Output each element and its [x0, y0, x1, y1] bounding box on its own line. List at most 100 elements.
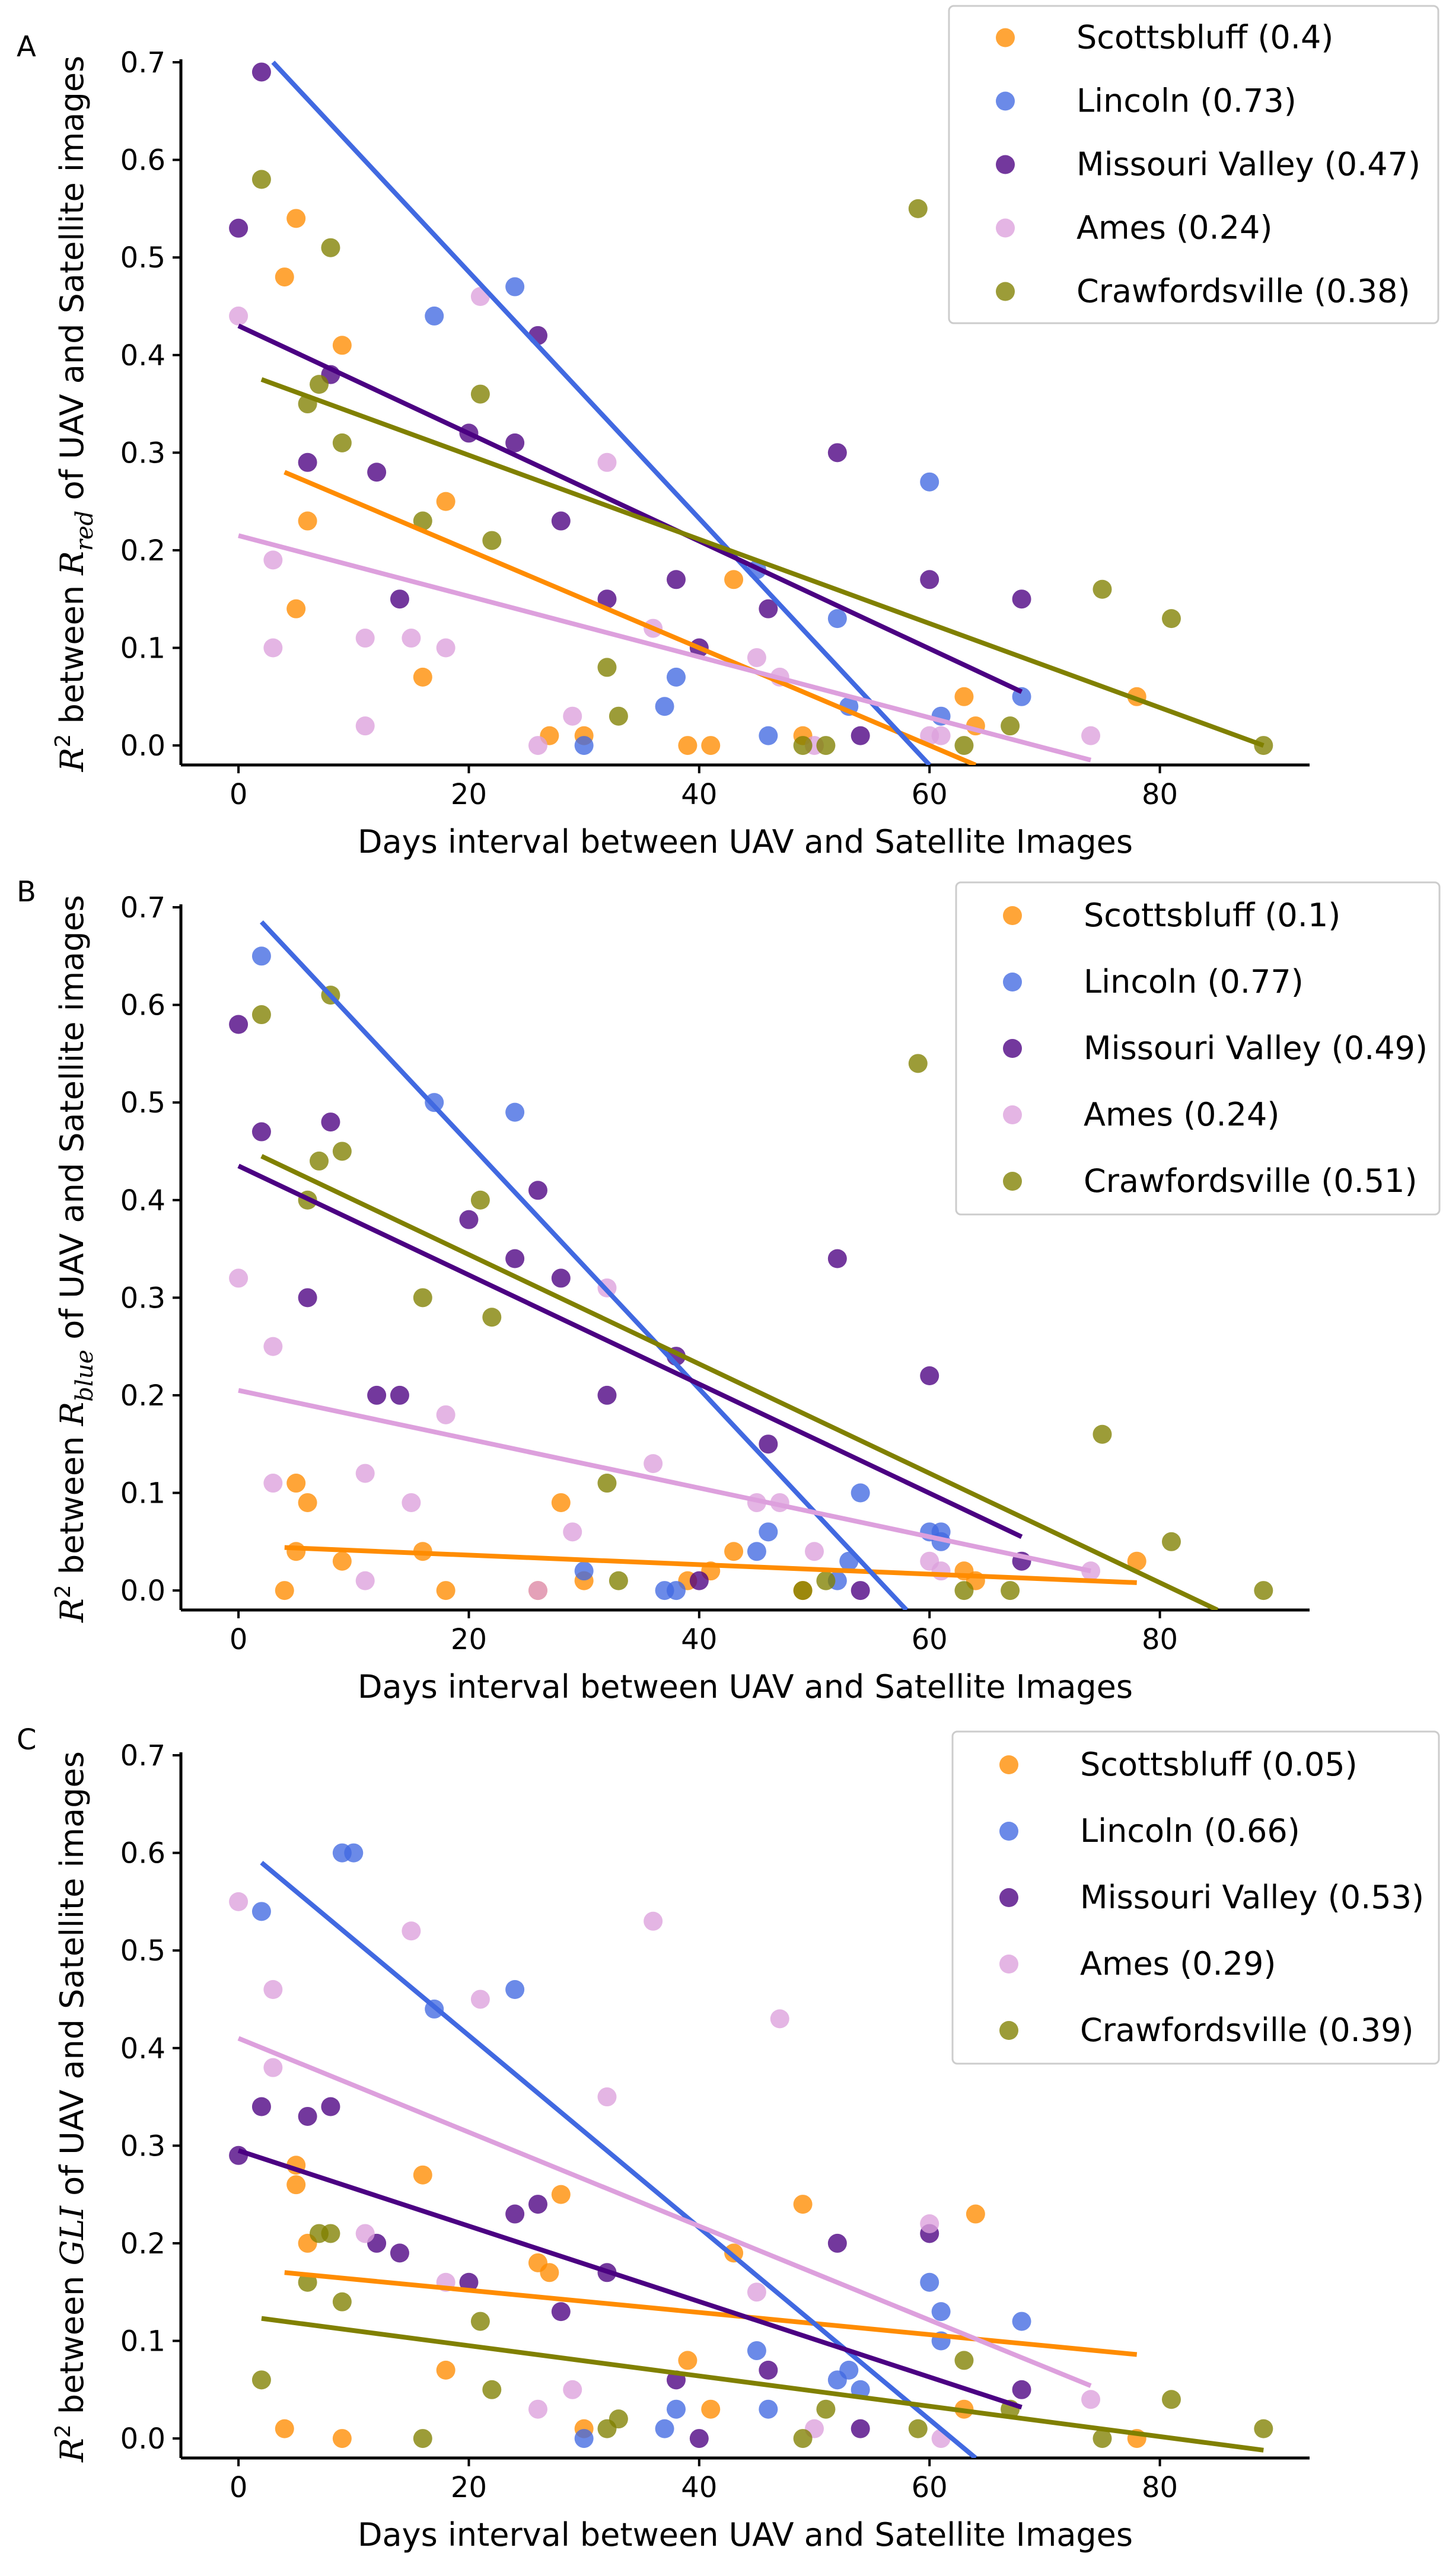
data-point — [229, 1015, 249, 1034]
data-point — [908, 199, 928, 218]
x-tick-label: 20 — [451, 2471, 487, 2504]
data-point — [551, 2302, 571, 2322]
data-point — [563, 1522, 582, 1542]
x-tick-label: 0 — [230, 2471, 248, 2504]
y-axis-label: R2 between Rblue of UAV and Satellite im… — [51, 895, 98, 1623]
data-point — [931, 1561, 951, 1581]
data-point — [551, 511, 571, 531]
data-point — [827, 609, 847, 629]
x-axis-label: Days interval between UAV and Satellite … — [358, 823, 1133, 860]
x-tick-label: 60 — [912, 1623, 948, 1656]
plot-area — [229, 60, 1273, 765]
legend-label: Ames (0.24) — [1084, 1096, 1279, 1133]
data-point — [954, 736, 974, 755]
data-point — [505, 1102, 525, 1122]
data-point — [275, 267, 294, 287]
x-tick-label: 60 — [912, 778, 948, 811]
data-point — [321, 2224, 340, 2243]
data-point — [355, 1571, 375, 1590]
legend-marker — [999, 2021, 1018, 2040]
fit-line — [260, 920, 909, 1610]
y-tick-label: 0.3 — [120, 2129, 165, 2163]
series-1 — [425, 277, 1031, 755]
data-point — [505, 1980, 525, 1999]
fit-line — [284, 470, 977, 765]
data-point — [263, 638, 283, 658]
data-point — [724, 1542, 744, 1561]
legend-label: Ames (0.29) — [1080, 1945, 1276, 1982]
series-1 — [251, 1843, 1031, 2449]
fit-line — [271, 60, 932, 765]
data-point — [793, 2195, 813, 2214]
series-4 — [251, 986, 1273, 1601]
y-axis-label: R2 between GLI of UAV and Satellite imag… — [51, 1751, 91, 2463]
data-point — [1001, 716, 1020, 736]
data-point — [747, 1542, 766, 1561]
data-point — [931, 2302, 951, 2322]
y-tick-label: 0.4 — [120, 2032, 165, 2065]
legend-marker — [1003, 1105, 1022, 1124]
data-point — [298, 1288, 317, 1308]
data-point — [355, 629, 375, 648]
data-point — [551, 1493, 571, 1512]
series-2 — [229, 2097, 1031, 2449]
x-tick-label: 20 — [451, 1623, 487, 1656]
fit-line — [237, 2036, 1092, 2388]
fit-line — [238, 1388, 1091, 1574]
data-point — [597, 1474, 617, 1493]
legend-label: Ames (0.24) — [1076, 209, 1272, 247]
data-point — [851, 726, 870, 745]
data-point — [251, 1122, 271, 1142]
legend-label: Scottsbluff (0.05) — [1080, 1746, 1358, 1783]
data-point — [286, 2175, 306, 2195]
series-4 — [251, 170, 1273, 755]
data-point — [966, 2204, 985, 2224]
data-point — [310, 1151, 329, 1171]
series-3 — [229, 287, 1101, 755]
data-point — [505, 277, 525, 297]
data-point — [436, 1405, 456, 1424]
data-point — [413, 667, 432, 687]
data-point — [759, 1522, 778, 1542]
x-tick-label: 40 — [681, 2471, 717, 2504]
data-point — [793, 2429, 813, 2449]
data-point — [908, 1054, 928, 1073]
data-point — [286, 599, 306, 619]
legend-marker — [996, 155, 1015, 174]
legend-label: Crawfordsville (0.51) — [1084, 1162, 1418, 1200]
data-point — [816, 736, 836, 755]
data-point — [436, 492, 456, 511]
y-tick-label: 0.2 — [120, 2227, 165, 2261]
legend-marker — [999, 1822, 1018, 1841]
data-point — [666, 2399, 686, 2419]
data-point — [551, 2185, 571, 2204]
data-point — [609, 1571, 628, 1590]
data-point — [470, 2312, 490, 2331]
data-point — [747, 648, 766, 667]
y-tick-label: 0.7 — [120, 891, 165, 924]
data-point — [827, 443, 847, 463]
data-point — [436, 2360, 456, 2380]
data-point — [1081, 726, 1101, 745]
data-point — [321, 2097, 340, 2116]
fit-line — [238, 533, 1092, 763]
data-point — [229, 1892, 249, 1911]
legend-box — [948, 5, 1439, 324]
legend: Scottsbluff (0.05) Lincoln (0.66) Missouri… — [951, 1730, 1440, 2065]
y-tick-label: 0.5 — [120, 1934, 165, 1968]
data-point — [528, 1181, 547, 1200]
data-point — [954, 687, 974, 706]
y-tick-label: 0.0 — [120, 2422, 165, 2456]
data-point — [954, 2351, 974, 2370]
data-point — [310, 375, 329, 394]
data-point — [413, 2429, 432, 2449]
data-point — [286, 209, 306, 228]
data-point — [251, 1005, 271, 1025]
series-1 — [251, 946, 951, 1601]
data-point — [505, 433, 525, 452]
series-2 — [229, 62, 1031, 745]
x-axis-label: Days interval between UAV and Satellite … — [358, 1668, 1133, 1705]
data-point — [332, 1551, 352, 1571]
data-point — [367, 1385, 387, 1405]
data-point — [759, 599, 778, 619]
